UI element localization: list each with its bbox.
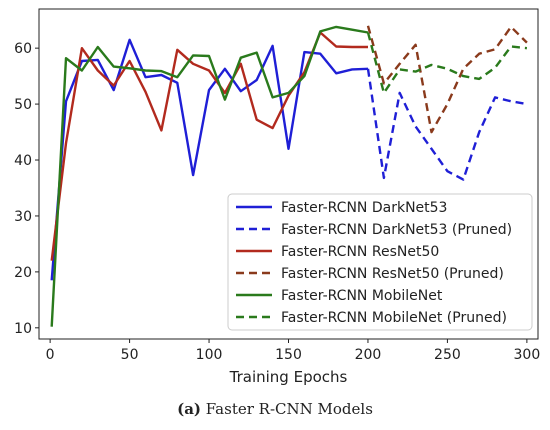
series-line-0 xyxy=(50,38,369,281)
y-tick-label-3: 40 xyxy=(14,153,32,169)
x-tick-label-1: 50 xyxy=(121,347,139,363)
series-line-3 xyxy=(366,25,528,134)
figure-caption: (a) Faster R-CNN Models xyxy=(0,400,550,418)
series-line-4 xyxy=(50,25,369,327)
series-line-1 xyxy=(366,68,528,181)
y-tick-label-4: 50 xyxy=(14,97,32,113)
x-tick-label-2: 100 xyxy=(196,347,223,363)
x-tick-label-4: 200 xyxy=(355,347,382,363)
x-axis: 0 50 100 150 200 250 300 xyxy=(46,339,541,363)
y-tick-label-0: 10 xyxy=(14,321,32,337)
legend-label-0: Faster-RCNN DarkNet53 xyxy=(281,200,447,216)
x-tick-label-5: 250 xyxy=(434,347,461,363)
caption-text: Faster R-CNN Models xyxy=(205,400,373,418)
y-tick-label-5: 60 xyxy=(14,41,32,57)
legend-label-3: Faster-RCNN ResNet50 (Pruned) xyxy=(281,266,504,282)
x-tick-label-0: 0 xyxy=(46,347,55,363)
legend-label-2: Faster-RCNN ResNet50 xyxy=(281,244,439,260)
caption-label: (a) xyxy=(177,400,202,418)
legend-label-5: Faster-RCNN MobileNet (Pruned) xyxy=(281,310,507,326)
y-axis: 10 20 30 40 50 60 xyxy=(14,41,39,337)
x-axis-label: Training Epochs xyxy=(229,368,348,386)
x-tick-label-3: 150 xyxy=(275,347,302,363)
x-tick-label-6: 300 xyxy=(514,347,541,363)
legend: Faster-RCNN DarkNet53 Faster-RCNN DarkNet… xyxy=(227,193,533,331)
legend-label-4: Faster-RCNN MobileNet xyxy=(281,288,443,304)
legend-label-1: Faster-RCNN DarkNet53 (Pruned) xyxy=(281,222,512,238)
y-tick-label-1: 20 xyxy=(14,265,32,281)
series-line-5 xyxy=(366,32,528,95)
y-tick-label-2: 30 xyxy=(14,209,32,225)
legend-box xyxy=(227,193,533,331)
series-layer xyxy=(50,25,528,327)
